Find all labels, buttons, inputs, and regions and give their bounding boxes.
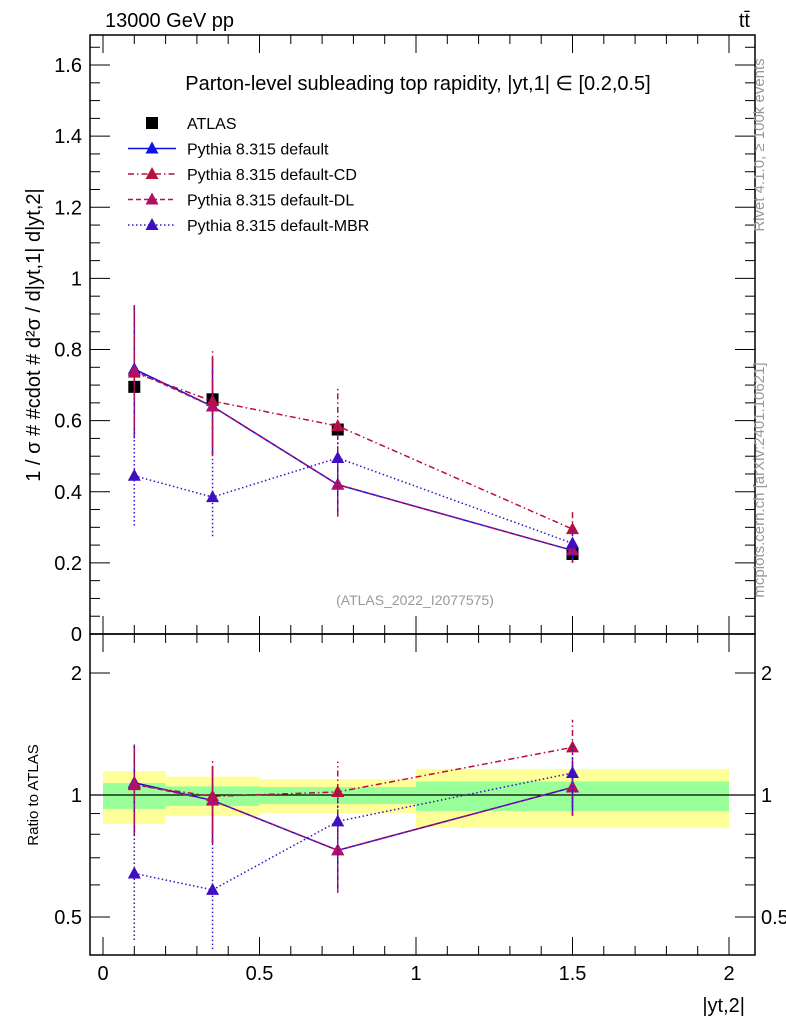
x-tick-label: 0.5: [246, 963, 274, 985]
legend-entry: Pythia 8.315 default-MBR: [128, 218, 369, 235]
data-point: [566, 522, 579, 535]
data-point: [206, 399, 220, 412]
line: [133, 370, 573, 552]
y-tick-label: 0: [71, 624, 82, 646]
data-point: [127, 468, 141, 481]
ratio-data-point: [331, 784, 345, 797]
ratio-data-point: [127, 866, 141, 879]
ratio-data-point: [127, 776, 141, 789]
watermark: (ATLAS_2022_I2077575): [336, 592, 494, 608]
legend-label: Pythia 8.315 default-DL: [187, 193, 354, 210]
y-tick-label: 0.8: [54, 340, 82, 362]
y-axis-label: 1 / σ # #cdot # d²σ / d|yt,1| d|yt,2|: [23, 188, 45, 481]
x-tick-label: 1: [410, 963, 421, 985]
x-tick-label: 1.5: [559, 963, 587, 985]
ratio-y-tick-label: 2: [71, 663, 82, 685]
data-point: [127, 363, 141, 376]
legend-label: Pythia 8.315 default-CD: [187, 167, 357, 184]
ratio-y-tick-label: 1: [71, 785, 82, 807]
line: [134, 457, 573, 545]
y-tick-label: 0.6: [54, 411, 82, 433]
ratio-data-point: [331, 843, 345, 856]
ratio-data-point: [566, 765, 579, 778]
y-tick-label: 0.2: [54, 553, 82, 575]
series-atlas: [128, 380, 579, 560]
ratio-data-point: [331, 814, 345, 827]
ratio-y-tick-label-right: 1: [761, 785, 772, 807]
data-point: [331, 418, 345, 431]
ratio-y-tick-label-right: 0.5: [761, 907, 786, 929]
data-point: [331, 450, 345, 463]
x-tick-label: 2: [723, 963, 734, 985]
y-tick-label: 1.2: [54, 197, 82, 219]
energy-label: 13000 GeV pp: [105, 10, 234, 32]
y-tick-label: 1.4: [54, 126, 82, 148]
legend: ATLAS Pythia 8.315 default Pythia 8.315 de…: [128, 116, 369, 235]
data-point: [206, 490, 220, 503]
ratio-data-point: [206, 793, 220, 806]
legend-label: Pythia 8.315 default-MBR: [187, 218, 369, 235]
legend-entry: Pythia 8.315 default-DL: [128, 192, 354, 210]
series-default-mbr: [127, 424, 579, 950]
y-tick-label: 1: [71, 268, 82, 290]
ratio-line: [134, 783, 573, 852]
rivet-version: Rivet 4.1.0, ≥ 100k events: [751, 58, 768, 231]
x-axis-label: |yt,2|: [702, 995, 745, 1017]
legend-label: ATLAS: [187, 116, 237, 133]
ratio-y-tick-label: 0.5: [54, 907, 82, 929]
axes: 0 0.2 0.4 0.6 0.8 1 1.2 1.4 1.6 0.5 0.5 1 1 2 2 0 0.5 1 1.…: [54, 34, 786, 985]
legend-entry: ATLAS: [146, 116, 237, 133]
legend-marker: [145, 141, 159, 154]
legend-marker: [146, 117, 158, 129]
series-default-cd: [127, 305, 579, 844]
ratio-y-axis-label: Ratio to ATLAS: [25, 744, 42, 845]
legend-marker: [145, 167, 159, 179]
legend-entry: Pythia 8.315 default-CD: [128, 167, 357, 184]
series-default-dl: [127, 305, 579, 893]
ratio-data-point: [206, 882, 220, 895]
chart-title: Parton-level subleading top rapidity, |y…: [185, 73, 650, 95]
y-tick-label: 0.4: [54, 482, 82, 504]
legend-marker: [145, 192, 159, 205]
mcplots-credit: mcplots.cern.ch [arXiv:2401.10621]: [751, 362, 768, 597]
legend-entry: Pythia 8.315 default: [128, 141, 329, 159]
legend-label: Pythia 8.315 default: [187, 142, 329, 159]
chart-marks: [127, 305, 579, 950]
ratio-y-tick-label-right: 2: [761, 663, 772, 685]
x-tick-label: 0: [97, 963, 108, 985]
legend-marker: [145, 218, 159, 230]
line: [134, 371, 573, 530]
process-label: tt̄: [739, 10, 751, 32]
data-point: [566, 536, 579, 549]
y-tick-label: 1.6: [54, 55, 82, 77]
data-point: [566, 543, 579, 556]
